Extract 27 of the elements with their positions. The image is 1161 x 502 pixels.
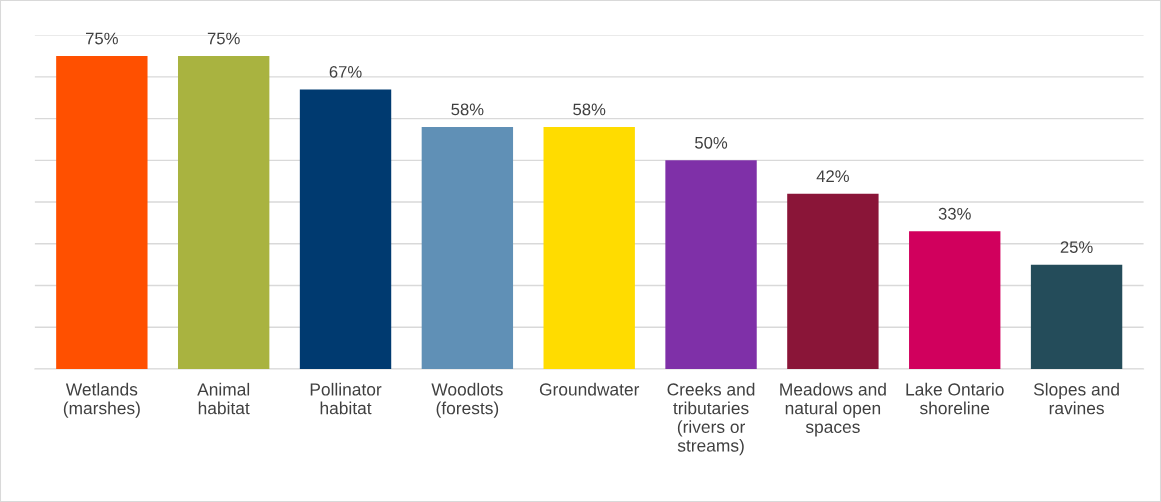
bar (1030, 264, 1123, 369)
bar (543, 126, 635, 369)
data-label: 58% (451, 103, 484, 116)
bar (909, 231, 1001, 369)
bar (56, 56, 148, 369)
x-tick-label: Pollinator habitat (310, 382, 382, 415)
bar (421, 126, 514, 369)
data-label: 58% (573, 103, 606, 116)
data-label: 42% (816, 170, 849, 183)
data-label: 50% (695, 136, 728, 149)
bar (787, 193, 879, 369)
x-tick-label: Woodlots (forests) (431, 382, 503, 418)
data-label: 25% (1060, 241, 1093, 254)
x-tick-label: Animal habitat (197, 382, 250, 415)
x-tick-label: Groundwater (539, 382, 640, 396)
x-tick-label: Lake Ontario shoreline (906, 382, 1004, 415)
bar (177, 56, 270, 369)
data-label: 33% (938, 207, 971, 220)
x-tick-label: Wetlands (marshes) (63, 382, 140, 418)
data-label: 67% (329, 65, 362, 78)
x-tick-label: Slopes and ravines (1033, 382, 1119, 415)
x-tick-label: Meadows and natural open spaces (780, 382, 886, 437)
x-tick-label: Creeks and tributaries (rivers or streams) (667, 382, 755, 456)
bar (665, 160, 757, 369)
data-label: 75% (207, 32, 240, 45)
bar (299, 89, 392, 369)
data-label: 75% (86, 32, 118, 45)
